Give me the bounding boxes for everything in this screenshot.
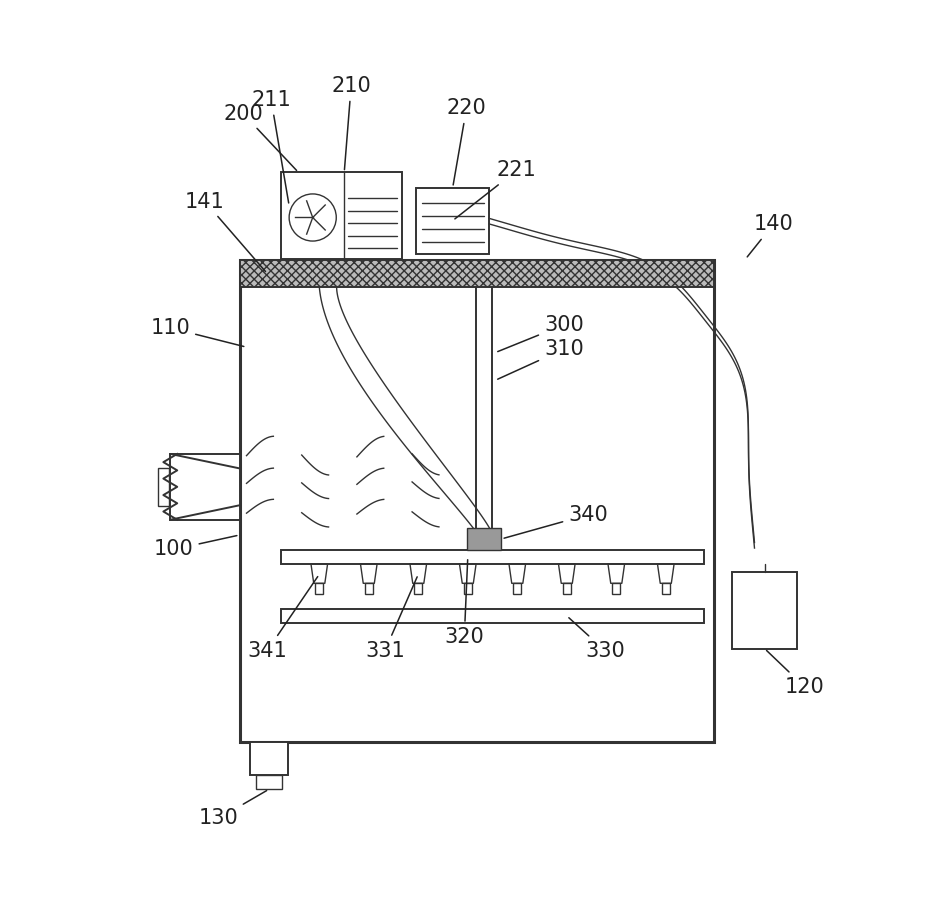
Text: 100: 100: [154, 536, 237, 560]
Text: 141: 141: [185, 192, 265, 272]
Bar: [240, 260, 715, 742]
Text: 330: 330: [569, 617, 625, 661]
Text: 210: 210: [332, 76, 371, 170]
Text: 120: 120: [767, 651, 825, 697]
Text: 320: 320: [445, 560, 484, 647]
Bar: [240, 260, 715, 287]
Text: 300: 300: [498, 315, 584, 352]
Bar: [513, 583, 521, 594]
Bar: [731, 572, 798, 649]
Text: 221: 221: [455, 160, 537, 219]
Text: 220: 220: [446, 98, 487, 185]
Bar: [281, 609, 704, 623]
Bar: [158, 468, 169, 506]
Text: 211: 211: [251, 90, 291, 203]
Bar: [281, 550, 704, 564]
Bar: [315, 583, 323, 594]
Text: 110: 110: [150, 318, 244, 346]
Text: 310: 310: [498, 339, 584, 379]
Bar: [661, 583, 670, 594]
Bar: [463, 583, 472, 594]
Bar: [467, 528, 502, 550]
Text: 200: 200: [223, 104, 297, 170]
Bar: [417, 188, 489, 254]
Bar: [414, 583, 422, 594]
Bar: [612, 583, 620, 594]
Bar: [256, 776, 282, 789]
Bar: [562, 583, 571, 594]
Bar: [364, 583, 373, 594]
Text: 130: 130: [199, 790, 266, 828]
Bar: [250, 742, 288, 776]
Text: 331: 331: [365, 577, 417, 661]
Bar: [281, 173, 403, 259]
Text: 140: 140: [747, 214, 793, 256]
Bar: [170, 454, 240, 519]
Text: 341: 341: [248, 577, 318, 661]
Text: 340: 340: [504, 505, 608, 538]
